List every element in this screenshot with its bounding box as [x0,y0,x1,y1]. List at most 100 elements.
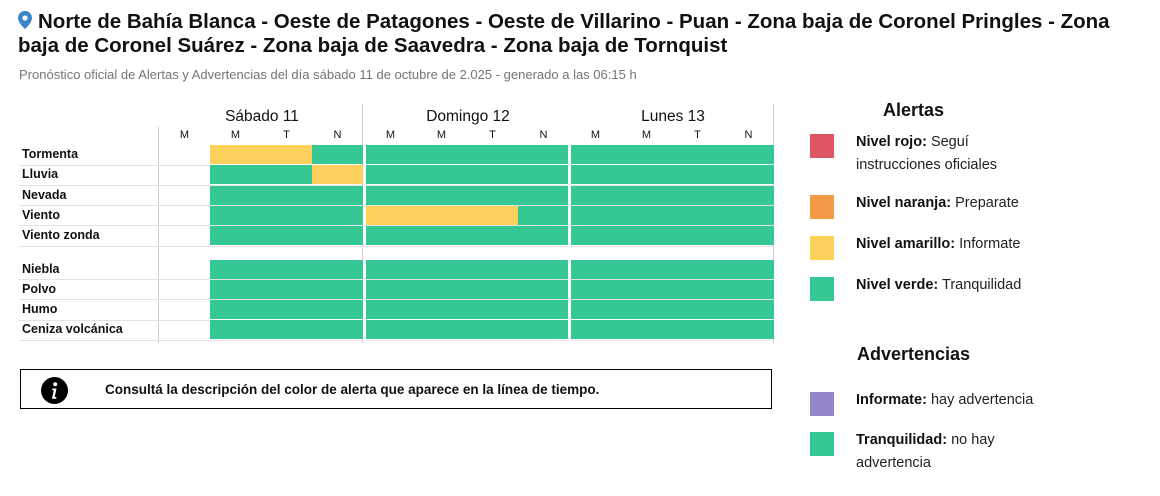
timeline-cell[interactable] [210,165,261,185]
timeline-cell[interactable] [570,279,621,299]
timeline-cell[interactable] [416,320,467,340]
timeline-cell[interactable] [312,279,363,299]
timeline-cell[interactable] [570,165,621,185]
timeline-cell[interactable] [365,259,416,279]
timeline-cell[interactable] [261,185,312,205]
timeline-cell[interactable] [723,165,774,185]
timeline-cell[interactable] [365,226,416,246]
timeline-cell[interactable] [312,226,363,246]
timeline-cell[interactable] [261,226,312,246]
timeline-cell[interactable] [210,259,261,279]
timeline-cell[interactable] [416,279,467,299]
timeline-cell[interactable] [723,300,774,320]
timeline-cell[interactable] [416,205,467,225]
timeline-cell[interactable] [570,300,621,320]
timeline-cell[interactable] [210,320,261,340]
timeline-cell[interactable] [467,205,518,225]
timeline-cell[interactable] [416,226,467,246]
timeline-cell[interactable] [210,185,261,205]
timeline-cell[interactable] [672,185,723,205]
timeline-cell[interactable] [416,165,467,185]
timeline-cell[interactable] [723,185,774,205]
timeline-cell[interactable] [518,205,569,225]
timeline-cell[interactable] [312,300,363,320]
timeline-cell[interactable] [723,320,774,340]
timeline-cell[interactable] [467,226,518,246]
timeline-cell[interactable] [312,185,363,205]
timeline-cell[interactable] [416,259,467,279]
timeline-cell[interactable] [518,226,569,246]
timeline-cell[interactable] [570,185,621,205]
timeline-cell[interactable] [261,259,312,279]
timeline-cell[interactable] [621,205,672,225]
timeline-cell[interactable] [312,205,363,225]
timeline-cell[interactable] [312,145,363,164]
timeline-cell[interactable] [518,185,569,205]
timeline-cell[interactable] [261,300,312,320]
timeline-cell[interactable] [467,279,518,299]
timeline-cell[interactable] [672,226,723,246]
timeline-cell[interactable] [210,145,261,164]
timeline-cell[interactable] [723,145,774,164]
timeline-cell[interactable] [467,185,518,205]
timeline-cell[interactable] [621,320,672,340]
timeline-cell[interactable] [467,259,518,279]
timeline-cell[interactable] [365,185,416,205]
timeline-cell[interactable] [672,320,723,340]
legend-item: Nivel naranja: Preparate [856,192,1056,215]
timeline-cell[interactable] [467,165,518,185]
timeline-cell[interactable] [261,145,312,164]
timeline-cell[interactable] [365,145,416,164]
timeline-cell[interactable] [621,279,672,299]
timeline-cell[interactable] [467,145,518,164]
timeline-cell[interactable] [518,165,569,185]
timeline-cell[interactable] [365,165,416,185]
timeline-cell[interactable] [261,279,312,299]
timeline-cell[interactable] [518,279,569,299]
timeline-cell[interactable] [723,259,774,279]
timeline-cell[interactable] [518,320,569,340]
timeline-cell[interactable] [621,300,672,320]
timeline-cell[interactable] [467,320,518,340]
timeline-cell[interactable] [312,165,363,185]
timeline-cell[interactable] [672,205,723,225]
timeline-cell[interactable] [210,205,261,225]
timeline-cell[interactable] [312,320,363,340]
timeline-cell[interactable] [621,185,672,205]
timeline-cell[interactable] [416,145,467,164]
timeline-cell[interactable] [672,300,723,320]
timeline-cell[interactable] [723,205,774,225]
timeline-cell[interactable] [416,185,467,205]
timeline-cell[interactable] [672,145,723,164]
timeline-cell[interactable] [672,279,723,299]
timeline-cell[interactable] [672,165,723,185]
timeline-cell[interactable] [518,259,569,279]
timeline-cell[interactable] [261,320,312,340]
timeline-cell[interactable] [570,259,621,279]
timeline-cell[interactable] [621,145,672,164]
timeline-cell[interactable] [261,165,312,185]
timeline-cell[interactable] [723,279,774,299]
timeline-cell[interactable] [416,300,467,320]
timeline-cell[interactable] [570,145,621,164]
timeline-cell[interactable] [365,320,416,340]
timeline-cell[interactable] [467,300,518,320]
timeline-cell[interactable] [570,226,621,246]
timeline-cell[interactable] [210,226,261,246]
timeline-cell[interactable] [723,226,774,246]
timeline-cell[interactable] [365,205,416,225]
timeline-cell[interactable] [518,145,569,164]
timeline-cell[interactable] [365,300,416,320]
timeline-cell[interactable] [210,279,261,299]
timeline-cell[interactable] [365,279,416,299]
timeline-cell[interactable] [570,205,621,225]
timeline-cell[interactable] [210,300,261,320]
timeline-cell[interactable] [621,165,672,185]
timeline-cell[interactable] [518,300,569,320]
timeline-cell[interactable] [672,259,723,279]
timeline-cell[interactable] [261,205,312,225]
timeline-cell[interactable] [621,259,672,279]
timeline-cell[interactable] [621,226,672,246]
timeline-cell[interactable] [312,259,363,279]
timeline-cell[interactable] [570,320,621,340]
